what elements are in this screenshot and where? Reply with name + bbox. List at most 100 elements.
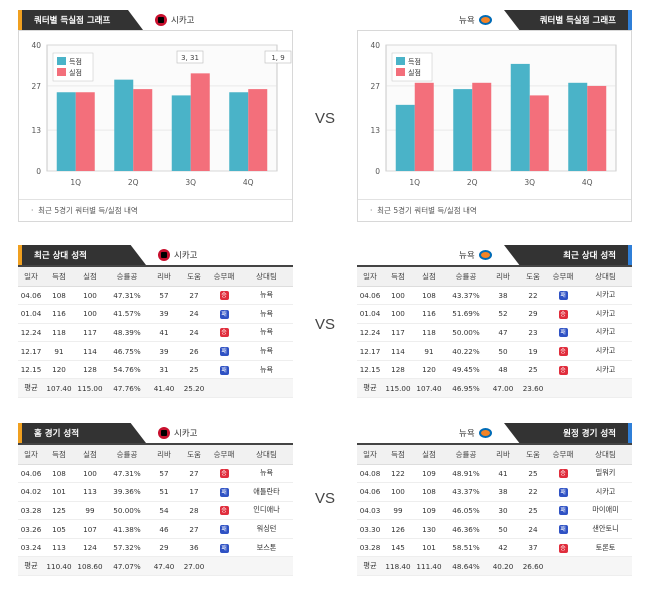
table-cell: 31 bbox=[148, 360, 180, 380]
average-cell bbox=[579, 556, 632, 577]
x-tick-label: 1Q bbox=[70, 178, 81, 187]
table-row: 01.04 116 100 41.57% 39 24 패 뉴욕 bbox=[18, 304, 293, 324]
average-cell: 27.00 bbox=[180, 556, 208, 577]
table-row: 04.06 100 108 43.37% 38 22 패 시카고 bbox=[357, 482, 632, 502]
table-cell: 밀워키 bbox=[579, 464, 632, 484]
column-header: 승률공 bbox=[106, 267, 148, 287]
bar-points bbox=[171, 95, 191, 171]
table-cell: 52 bbox=[487, 304, 519, 324]
table-cell: 03.30 bbox=[357, 519, 383, 539]
table-cell: 47 bbox=[487, 323, 519, 343]
table-row: 03.24 113 124 57.32% 29 36 패 보스톤 bbox=[18, 538, 293, 558]
average-cell: 23.60 bbox=[519, 378, 547, 399]
average-cell: 41.40 bbox=[148, 378, 180, 399]
result-cell: 승 bbox=[547, 464, 579, 484]
table-cell: 04.02 bbox=[18, 482, 44, 502]
table-cell: 47.31% bbox=[106, 286, 148, 306]
table-cell: 50.00% bbox=[445, 323, 487, 343]
table-cell: 24 bbox=[180, 304, 208, 324]
average-cell: 평균 bbox=[357, 556, 383, 577]
column-header: 실점 bbox=[74, 267, 106, 287]
table-cell: 39 bbox=[148, 341, 180, 361]
average-cell: 47.00 bbox=[487, 378, 519, 399]
result-badge: 승 bbox=[219, 291, 229, 301]
table-cell: 120 bbox=[44, 360, 74, 380]
vs-label-2: VS bbox=[315, 316, 336, 333]
table-cell: 04.06 bbox=[357, 286, 383, 306]
average-cell: 115.00 bbox=[383, 378, 413, 399]
column-header: 득점 bbox=[44, 445, 74, 465]
column-header: 승률공 bbox=[445, 267, 487, 287]
table-cell: 시카고 bbox=[579, 360, 632, 380]
table-row: 04.02 101 113 39.36% 51 17 패 애틀란타 bbox=[18, 482, 293, 502]
table-cell: 마이애미 bbox=[579, 501, 632, 521]
average-cell: 46.95% bbox=[445, 378, 487, 399]
table-cell: 시카고 bbox=[579, 323, 632, 343]
legend-label: 득점 bbox=[408, 58, 421, 66]
bar-allowed bbox=[472, 82, 492, 171]
table-header-row: 일자 득점 실점 승률공 리바 도움 승무패 상대팀 bbox=[18, 445, 293, 465]
average-row: 평균 110.40 108.60 47.07% 47.40 27.00 bbox=[18, 556, 293, 577]
table-cell: 12.15 bbox=[357, 360, 383, 380]
table-cell: 24 bbox=[519, 519, 547, 539]
table-cell: 뉴욕 bbox=[240, 464, 293, 484]
chart-box: 40 27 13 0 1Q 2Q 3Q 4Q 득점 실점 3, 31 1, 9 · 최근 5경기 쿼터… bbox=[18, 30, 293, 222]
team-name: 시카고 bbox=[171, 16, 195, 26]
table-cell: 128 bbox=[74, 360, 106, 380]
away-right-header: 뉴욕 원정 경기 성적 bbox=[357, 423, 632, 443]
average-cell: 107.40 bbox=[413, 378, 445, 399]
section-title: 홈 경기 성적 bbox=[18, 423, 146, 443]
average-cell: 47.76% bbox=[106, 378, 148, 399]
table-cell: 114 bbox=[383, 341, 413, 361]
average-row: 평균 118.40 111.40 48.64% 40.20 26.60 bbox=[357, 556, 632, 577]
average-cell: 평균 bbox=[18, 378, 44, 399]
table-cell: 38 bbox=[487, 482, 519, 502]
table-row: 03.28 125 99 50.00% 54 28 승 인디애나 bbox=[18, 501, 293, 521]
table-cell: 25 bbox=[519, 501, 547, 521]
average-cell bbox=[579, 378, 632, 399]
x-tick-label: 3Q bbox=[524, 178, 535, 187]
result-badge: 승 bbox=[219, 328, 229, 338]
bar-points bbox=[568, 82, 588, 171]
column-header: 승무패 bbox=[208, 267, 240, 287]
table-cell: 27 bbox=[180, 464, 208, 484]
result-cell: 패 bbox=[208, 538, 240, 558]
table-cell: 03.26 bbox=[18, 519, 44, 539]
table-row: 04.06 100 108 43.37% 38 22 패 시카고 bbox=[357, 286, 632, 306]
table-cell: 116 bbox=[413, 304, 445, 324]
column-header: 상대팀 bbox=[240, 267, 293, 287]
table-row: 12.15 120 128 54.76% 31 25 패 뉴욕 bbox=[18, 360, 293, 380]
average-cell: 평균 bbox=[18, 556, 44, 577]
average-cell: 108.60 bbox=[74, 556, 106, 577]
result-cell: 패 bbox=[547, 286, 579, 306]
bar-allowed bbox=[587, 85, 607, 171]
team-name: 시카고 bbox=[174, 429, 198, 439]
table-cell: 인디애나 bbox=[240, 501, 293, 521]
section-title: 쿼터별 득실점 그래프 bbox=[18, 10, 143, 30]
table-cell: 120 bbox=[413, 360, 445, 380]
table-header-row: 일자 득점 실점 승률공 리바 도움 승무패 상대팀 bbox=[18, 267, 293, 287]
table-cell: 100 bbox=[74, 464, 106, 484]
bar-points bbox=[453, 89, 473, 171]
table-row: 03.30 126 130 46.36% 50 24 패 샌안토니 bbox=[357, 519, 632, 539]
section-title: 최근 상대 성적 bbox=[504, 245, 632, 265]
x-tick-label: 3Q bbox=[185, 178, 196, 187]
legend-label: 실점 bbox=[69, 68, 82, 77]
table-cell: 50.00% bbox=[106, 501, 148, 521]
table-cell: 04.06 bbox=[18, 286, 44, 306]
average-cell: 47.40 bbox=[148, 556, 180, 577]
x-tick-label: 4Q bbox=[582, 178, 593, 187]
average-cell: 평균 bbox=[357, 378, 383, 399]
chart-annotation: 1, 9 bbox=[264, 50, 292, 64]
table-cell: 118 bbox=[44, 323, 74, 343]
team-name: 뉴욕 bbox=[459, 16, 475, 26]
result-cell: 패 bbox=[208, 482, 240, 502]
team-label-chicago: 시카고 bbox=[155, 10, 194, 30]
table-cell: 116 bbox=[44, 304, 74, 324]
annotation-text: 3, 31 bbox=[181, 54, 199, 62]
recent-left-table: 일자 득점 실점 승률공 리바 도움 승무패 상대팀 04.06 108 100 47.31% 57 27… bbox=[18, 265, 293, 399]
column-header: 도움 bbox=[180, 445, 208, 465]
column-header: 득점 bbox=[383, 445, 413, 465]
vs-label-1: VS bbox=[315, 110, 336, 127]
quarter-chart-left-header: 쿼터별 득실점 그래프 시카고 bbox=[18, 10, 293, 30]
